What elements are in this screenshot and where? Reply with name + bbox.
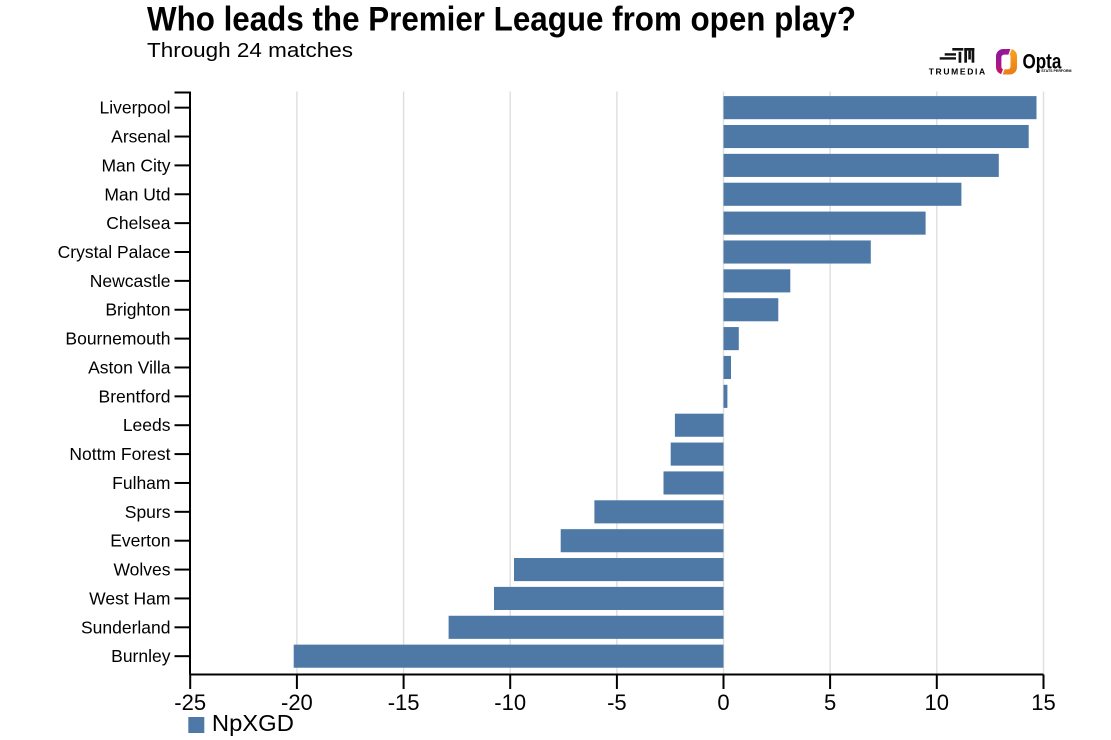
svg-text:West Ham: West Ham xyxy=(89,588,170,608)
svg-text:by STATS PERFORM: by STATS PERFORM xyxy=(1036,69,1071,73)
svg-text:Brentford: Brentford xyxy=(99,386,171,406)
svg-text:10: 10 xyxy=(925,690,949,715)
svg-text:Brighton: Brighton xyxy=(105,300,170,320)
svg-text:Burnley: Burnley xyxy=(111,646,171,666)
svg-text:Nottm Forest: Nottm Forest xyxy=(69,444,170,464)
svg-text:-20: -20 xyxy=(281,690,313,715)
svg-text:Who leads the Premier League f: Who leads the Premier League from open p… xyxy=(147,1,856,39)
svg-text:Opta: Opta xyxy=(1023,51,1062,74)
svg-text:Wolves: Wolves xyxy=(113,560,170,580)
svg-text:Fulham: Fulham xyxy=(112,473,170,493)
svg-text:-5: -5 xyxy=(607,690,627,715)
svg-text:-10: -10 xyxy=(494,690,526,715)
svg-text:Spurs: Spurs xyxy=(125,502,171,522)
svg-text:0: 0 xyxy=(717,690,729,715)
svg-text:Liverpool: Liverpool xyxy=(99,98,170,118)
svg-text:Aston Villa: Aston Villa xyxy=(88,357,171,377)
svg-text:Sunderland: Sunderland xyxy=(81,617,171,637)
svg-text:-15: -15 xyxy=(388,690,420,715)
svg-text:TRUMEDIA: TRUMEDIA xyxy=(929,67,986,77)
svg-text:Everton: Everton xyxy=(110,531,170,551)
svg-text:Man Utd: Man Utd xyxy=(104,184,170,204)
svg-text:Chelsea: Chelsea xyxy=(106,213,170,233)
svg-text:15: 15 xyxy=(1031,690,1055,715)
svg-text:Bournemouth: Bournemouth xyxy=(65,329,170,349)
svg-text:NpXGD: NpXGD xyxy=(212,710,294,736)
svg-text:5: 5 xyxy=(824,690,836,715)
svg-text:Crystal Palace: Crystal Palace xyxy=(58,242,171,262)
svg-text:Arsenal: Arsenal xyxy=(111,127,170,147)
svg-text:Through 24 matches: Through 24 matches xyxy=(147,40,353,62)
svg-text:Newcastle: Newcastle xyxy=(90,271,171,291)
svg-text:Leeds: Leeds xyxy=(123,415,171,435)
svg-text:-25: -25 xyxy=(174,690,206,715)
svg-text:Man City: Man City xyxy=(101,155,170,175)
